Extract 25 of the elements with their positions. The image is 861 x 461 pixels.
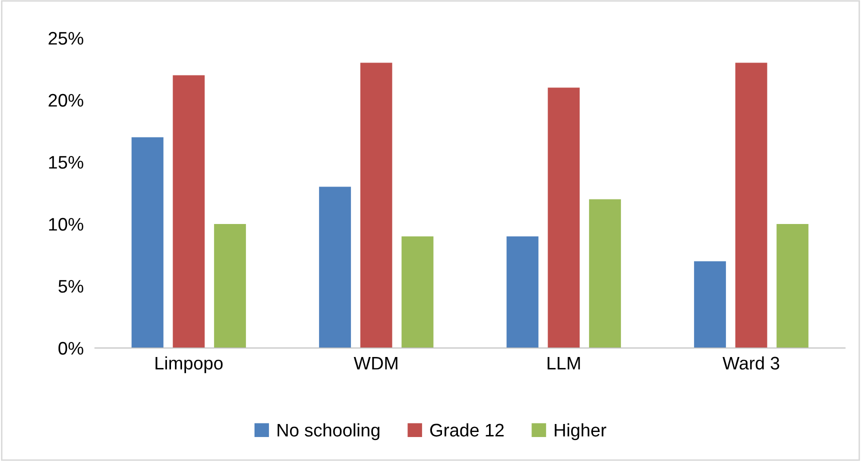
y-tick-label: 25% xyxy=(48,32,84,45)
legend-label: No schooling xyxy=(278,423,380,440)
bar xyxy=(776,224,808,348)
y-tick-label: 15% xyxy=(49,156,84,169)
bar xyxy=(506,236,538,348)
y-tick-label: 20% xyxy=(48,94,84,107)
x-tick-label: LLM xyxy=(548,356,580,370)
bar xyxy=(402,236,434,348)
y-tick-label: 10% xyxy=(49,218,84,231)
x-tick-label: WDM xyxy=(354,356,398,370)
bar xyxy=(735,62,768,348)
x-tick-label: Ward 3 xyxy=(722,356,780,370)
bar xyxy=(132,137,164,348)
bar xyxy=(172,75,205,348)
bar xyxy=(360,62,392,348)
y-tick-label: 0% xyxy=(58,342,84,355)
bar xyxy=(589,199,621,348)
y-tick-label: 5% xyxy=(58,280,84,293)
legend-label: Higher xyxy=(554,423,606,440)
bar xyxy=(319,186,351,348)
bar xyxy=(694,261,726,348)
x-tick-label: Limpopo xyxy=(156,356,223,374)
bar xyxy=(548,88,580,348)
legend-label: Grade 12 xyxy=(430,423,504,437)
bar xyxy=(214,224,246,348)
